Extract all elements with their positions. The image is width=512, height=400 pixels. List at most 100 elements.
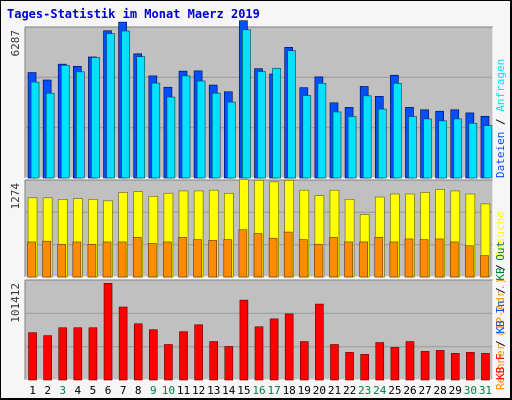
bar-sites-day-9: [148, 243, 157, 278]
bar-sites-day-7: [117, 241, 127, 278]
bar-sites-day-10: [163, 241, 172, 278]
bar-kbytes-day-13: [209, 341, 219, 381]
x-tick-label-day-1: 1: [29, 384, 36, 397]
x-tick-label-day-7: 7: [120, 384, 127, 397]
x-tick-label-day-25: 25: [388, 384, 401, 397]
bar-hits-day-16: [257, 71, 266, 179]
bar-hits-day-24: [377, 108, 387, 179]
bar-sites-day-4: [72, 241, 82, 278]
x-tick-label-day-14: 14: [222, 384, 236, 397]
bar-hits-day-9: [151, 82, 161, 179]
bar-kbytes-day-9: [149, 329, 158, 381]
bar-hits-day-4: [76, 71, 85, 179]
x-tick-label-day-20: 20: [313, 384, 326, 397]
bar-hits-day-10: [166, 96, 176, 179]
legend-kbytes-part-4: /: [494, 281, 507, 301]
legend-visits-part-2: /: [494, 258, 507, 278]
bar-hits-day-1: [30, 81, 40, 179]
bar-kbytes-day-15: [239, 299, 249, 381]
x-tick-label-day-28: 28: [434, 384, 447, 397]
legend-visits-part-1: Rechner (IP-Adr.): [494, 277, 507, 390]
bar-hits-day-26: [408, 116, 417, 179]
bar-sites-day-1: [27, 241, 36, 278]
legend-kbytes: KB F / KB In / KB Out: [494, 241, 507, 380]
bar-hits-day-12: [196, 80, 206, 179]
bar-sites-day-11: [178, 237, 187, 278]
bar-kbytes-day-23: [360, 354, 369, 381]
x-tick-label-day-16: 16: [252, 384, 265, 397]
bar-hits-day-31: [483, 125, 493, 179]
bar-kbytes-day-14: [224, 346, 234, 381]
x-tick-label-day-9: 9: [150, 384, 157, 397]
legend-requests-part-3: Anfragen: [494, 59, 507, 112]
bar-kbytes-day-18: [284, 313, 294, 381]
bar-kbytes-day-24: [375, 342, 385, 381]
x-tick-label-day-23: 23: [358, 384, 371, 397]
bar-kbytes-day-12: [194, 324, 203, 381]
y-axis-max-label-2: 1274: [9, 183, 22, 210]
bar-kbytes-day-21: [330, 344, 339, 381]
bar-hits-day-14: [227, 101, 236, 179]
x-tick-label-day-31: 31: [479, 384, 492, 397]
bar-kbytes-day-30: [466, 352, 475, 381]
bar-kbytes-day-26: [405, 341, 415, 381]
x-tick-label-day-2: 2: [44, 384, 51, 397]
x-tick-label-day-26: 26: [403, 384, 416, 397]
bar-hits-day-6: [106, 33, 115, 179]
bar-hits-day-5: [91, 57, 100, 179]
bar-sites-day-14: [223, 239, 233, 278]
x-tick-label-day-4: 4: [75, 384, 82, 397]
bar-kbytes-day-31: [481, 353, 490, 381]
bar-sites-day-15: [238, 229, 248, 278]
bar-sites-day-30: [465, 245, 474, 278]
x-tick-label-day-3: 3: [59, 384, 66, 397]
x-tick-label-day-21: 21: [328, 384, 341, 397]
bar-sites-day-18: [283, 231, 293, 278]
bar-kbytes-day-16: [254, 326, 264, 381]
x-tick-label-day-8: 8: [135, 384, 142, 397]
legend-kbytes-part-2: /: [494, 334, 507, 354]
bar-kbytes-day-1: [28, 332, 37, 381]
bar-kbytes-day-25: [390, 347, 400, 381]
bar-sites-day-29: [449, 241, 459, 278]
legend-kbytes-part-1: KB F: [494, 354, 507, 381]
bar-sites-day-23: [359, 241, 368, 278]
x-tick-label-day-18: 18: [283, 384, 296, 397]
bar-hits-day-23: [362, 95, 372, 179]
bar-sites-day-2: [42, 240, 51, 278]
bar-hits-day-20: [317, 83, 327, 179]
bar-kbytes-day-19: [299, 341, 309, 381]
x-tick-label-day-13: 13: [207, 384, 220, 397]
chart-title: Tages-Statistik im Monat Maerz 2019: [7, 7, 260, 21]
x-tick-label-day-24: 24: [373, 384, 387, 397]
bar-sites-day-12: [193, 239, 202, 278]
bar-kbytes-day-28: [435, 350, 445, 381]
bar-hits-day-8: [136, 56, 146, 179]
bar-sites-day-17: [268, 237, 278, 278]
bar-sites-day-8: [132, 237, 142, 278]
bar-sites-day-6: [102, 241, 112, 278]
bar-kbytes-day-2: [43, 335, 52, 381]
x-tick-label-day-12: 12: [192, 384, 205, 397]
legend-requests-part-1: Dateien: [494, 132, 507, 178]
bar-hits-day-25: [393, 83, 402, 179]
legend-kbytes-part-5: KB Out: [494, 241, 507, 281]
x-tick-label-day-29: 29: [449, 384, 462, 397]
bar-sites-day-22: [344, 241, 353, 278]
bar-sites-day-19: [298, 239, 308, 278]
legend-requests-part-2: /: [494, 112, 507, 132]
y-axis-max-label-3: 101412: [9, 283, 22, 323]
bar-kbytes-day-27: [420, 351, 430, 381]
bar-sites-day-13: [208, 240, 218, 278]
bar-hits-day-21: [332, 111, 342, 179]
bar-hits-day-2: [45, 92, 55, 179]
legend-visits-part-3: Besuche: [494, 211, 507, 257]
bar-sites-day-21: [329, 237, 338, 278]
bar-sites-day-5: [87, 243, 97, 278]
bar-kbytes-day-22: [345, 352, 354, 381]
x-tick-label-day-10: 10: [162, 384, 175, 397]
bar-sites-day-27: [419, 239, 429, 278]
bar-kbytes-day-8: [133, 323, 143, 381]
bar-kbytes-day-5: [88, 327, 98, 381]
